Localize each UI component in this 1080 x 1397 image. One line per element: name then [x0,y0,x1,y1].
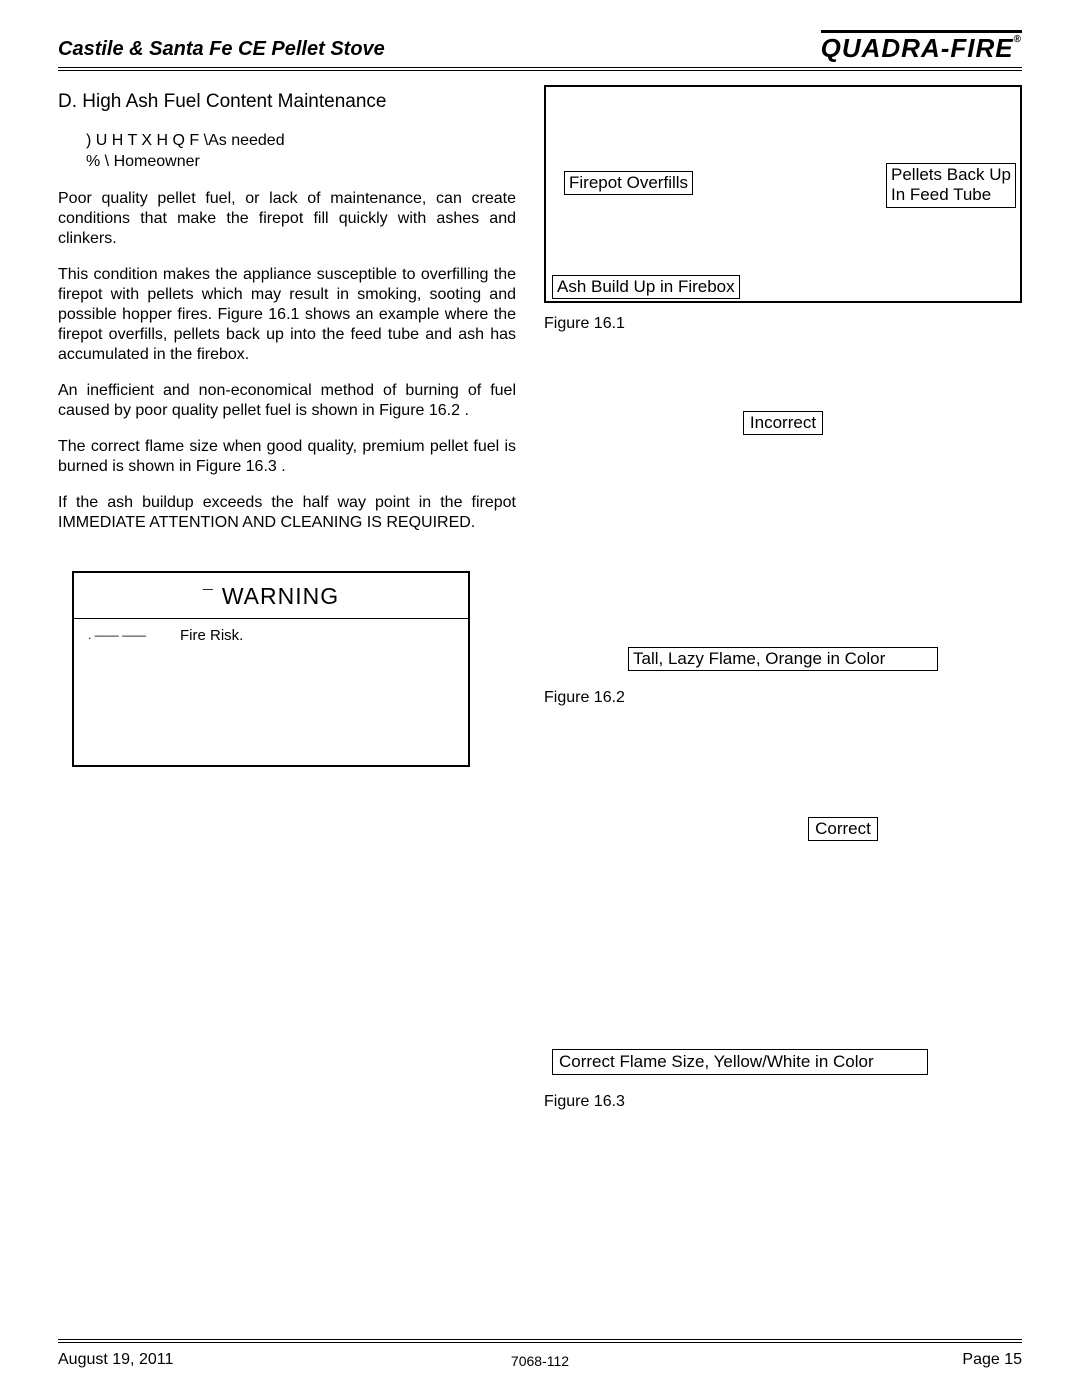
by-line: % \ Homeowner [86,152,516,173]
product-title: Castile & Santa Fe CE Pellet Stove [58,38,385,61]
frequency-line: ) U H T X H Q F \As needed [86,131,516,152]
label-pellets-backup: Pellets Back Up In Feed Tube [886,163,1016,208]
label-tall-lazy-flame: Tall, Lazy Flame, Orange in Color [628,647,938,671]
warning-prefix: . —— —— [88,628,146,642]
page-footer: August 19, 2011 7068-112 Page 15 [58,1339,1022,1369]
figure-16-3-caption: Figure 16.3 [544,1093,1022,1111]
figure-16-2-caption: Figure 16.2 [544,689,1022,707]
paragraph-3: An inefficient and non-economical method… [58,381,516,421]
warning-box: ¯WARNING . —— —— Fire Risk. [72,571,470,767]
paragraph-4: The correct flame size when good quality… [58,437,516,477]
page-header: Castile & Santa Fe CE Pellet Stove QUADR… [58,30,1022,71]
figure-16-1-caption: Figure 16.1 [544,315,1022,333]
brand-logo: QUADRA-FIRE® [821,30,1022,61]
label-correct: Correct [808,817,878,841]
section-heading: D. High Ash Fuel Content Maintenance [58,91,516,113]
footer-page-number: Page 15 [962,1351,1022,1369]
paragraph-5: If the ash buildup exceeds the half way … [58,493,516,533]
footer-doc-number: 7068-112 [511,1353,569,1369]
paragraph-2: This condition makes the appliance susce… [58,265,516,365]
footer-date: August 19, 2011 [58,1351,173,1369]
figure-16-1-box: Firepot Overfills Pellets Back Up In Fee… [544,85,1022,303]
warning-heading: ¯WARNING [74,573,468,619]
warning-body: . —— —— Fire Risk. [74,619,468,652]
label-ash-buildup: Ash Build Up in Firebox [552,275,740,299]
label-firepot-overfills: Firepot Overfills [564,171,693,195]
label-incorrect: Incorrect [743,411,823,435]
label-correct-flame: Correct Flame Size, Yellow/White in Colo… [552,1049,928,1075]
warning-text: Fire Risk. [180,627,243,644]
paragraph-1: Poor quality pellet fuel, or lack of mai… [58,189,516,249]
